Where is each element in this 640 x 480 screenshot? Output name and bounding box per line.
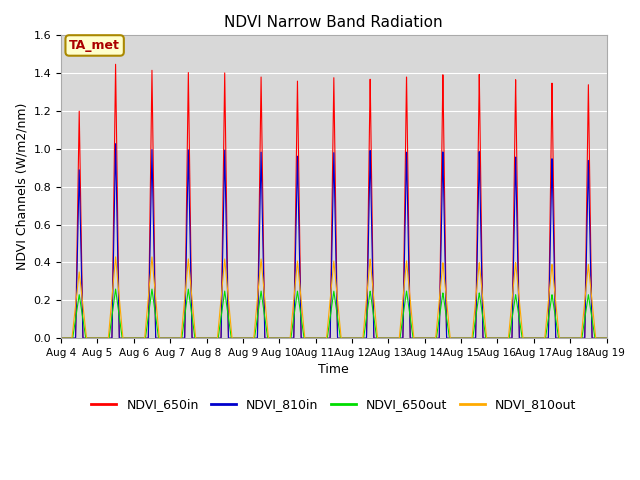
NDVI_650in bbox=[486, 336, 494, 341]
NDVI_650out bbox=[112, 286, 120, 292]
NDVI_650out bbox=[168, 336, 176, 341]
NDVI_810in bbox=[112, 141, 120, 146]
NDVI_810in bbox=[168, 336, 176, 341]
NDVI_810out bbox=[168, 336, 176, 341]
NDVI_650out bbox=[601, 336, 609, 341]
NDVI_810out bbox=[601, 336, 609, 341]
Legend: NDVI_650in, NDVI_810in, NDVI_650out, NDVI_810out: NDVI_650in, NDVI_810in, NDVI_650out, NDV… bbox=[86, 393, 581, 416]
NDVI_650in bbox=[262, 336, 269, 341]
NDVI_650out bbox=[486, 336, 494, 341]
NDVI_810out bbox=[603, 336, 611, 341]
Line: NDVI_650in: NDVI_650in bbox=[61, 64, 607, 338]
NDVI_810out bbox=[262, 302, 269, 308]
Text: TA_met: TA_met bbox=[69, 39, 120, 52]
NDVI_810out bbox=[174, 336, 182, 341]
Line: NDVI_650out: NDVI_650out bbox=[61, 289, 607, 338]
NDVI_650in bbox=[57, 336, 65, 341]
NDVI_810in bbox=[603, 336, 611, 341]
NDVI_650out bbox=[57, 336, 65, 341]
NDVI_650in bbox=[168, 336, 176, 341]
NDVI_810in bbox=[174, 336, 182, 341]
NDVI_810in bbox=[601, 336, 609, 341]
NDVI_810out bbox=[486, 336, 494, 341]
NDVI_650out bbox=[174, 336, 182, 341]
NDVI_810out bbox=[112, 254, 120, 260]
Title: NDVI Narrow Band Radiation: NDVI Narrow Band Radiation bbox=[225, 15, 443, 30]
NDVI_810out bbox=[409, 327, 417, 333]
NDVI_650out bbox=[409, 335, 417, 341]
NDVI_650in bbox=[601, 336, 609, 341]
Line: NDVI_810in: NDVI_810in bbox=[61, 144, 607, 338]
NDVI_650in bbox=[112, 61, 120, 67]
Line: NDVI_810out: NDVI_810out bbox=[61, 257, 607, 338]
NDVI_650in bbox=[174, 336, 182, 341]
Y-axis label: NDVI Channels (W/m2/nm): NDVI Channels (W/m2/nm) bbox=[15, 103, 28, 270]
NDVI_650out bbox=[603, 336, 611, 341]
NDVI_810in bbox=[57, 336, 65, 341]
NDVI_810in bbox=[262, 336, 269, 341]
NDVI_650in bbox=[409, 336, 417, 341]
NDVI_650out bbox=[262, 319, 269, 324]
NDVI_650in bbox=[603, 336, 611, 341]
NDVI_810in bbox=[486, 336, 494, 341]
NDVI_810out bbox=[57, 336, 65, 341]
NDVI_810in bbox=[409, 336, 417, 341]
X-axis label: Time: Time bbox=[319, 363, 349, 376]
